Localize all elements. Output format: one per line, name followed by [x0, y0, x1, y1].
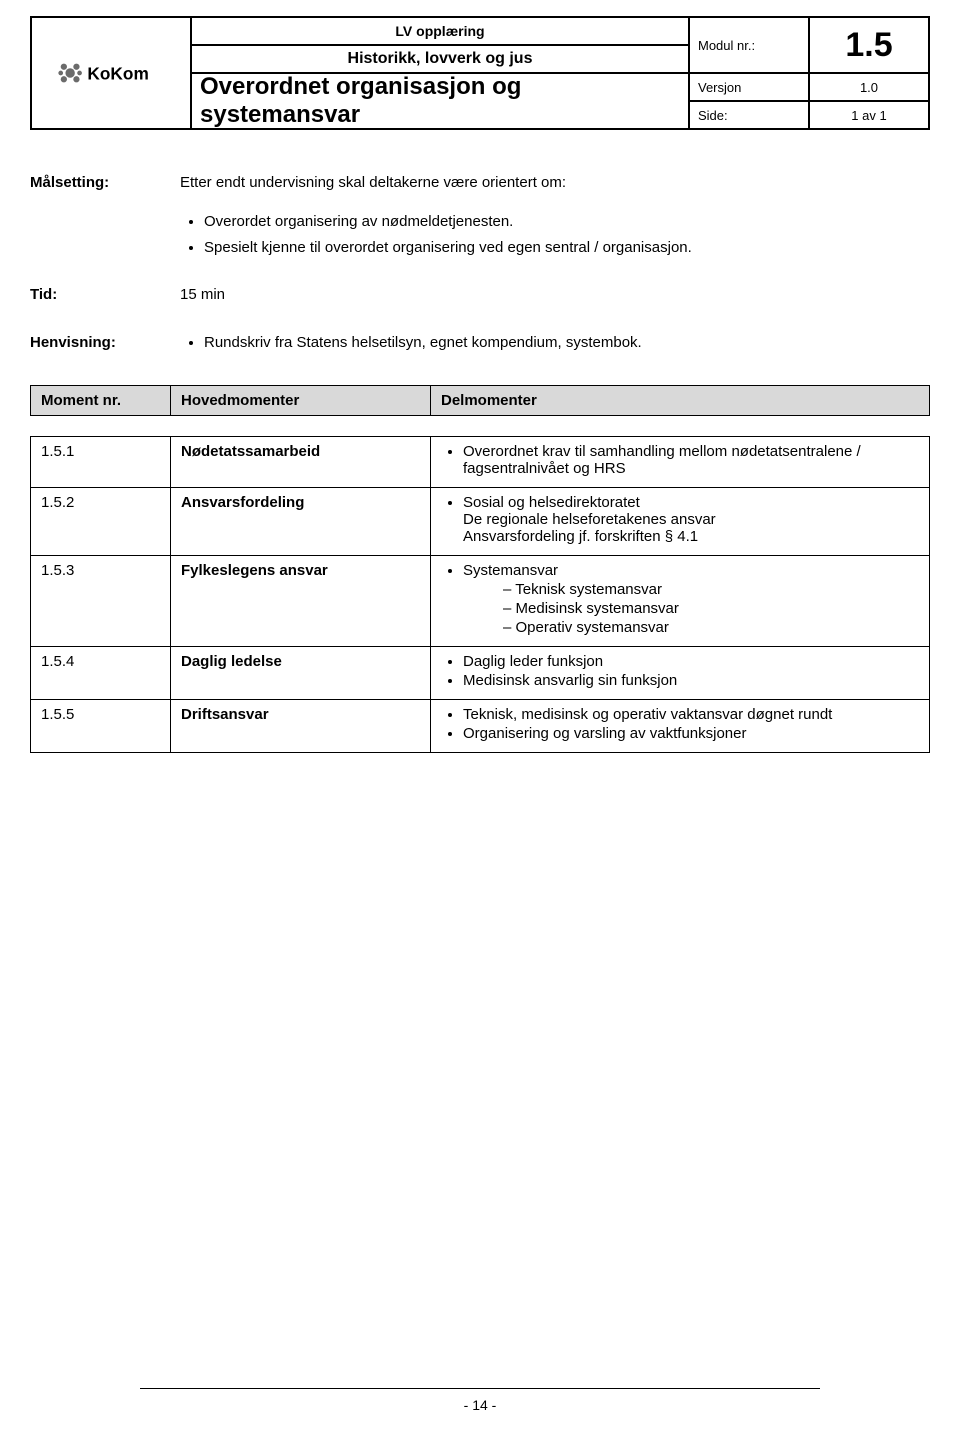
del-sub-text: De regionale helseforetakenes ansvar [463, 511, 919, 528]
table-row: 1.5.2Ansvarsfordeling Sosial og helsedire… [31, 487, 929, 555]
col-moment-nr: Moment nr. [31, 386, 171, 415]
moment-main: Daglig ledelse [171, 647, 431, 699]
table-row: 1.5.5Driftsansvar Teknisk, medisinsk og o… [31, 699, 929, 752]
moment-nr: 1.5.4 [31, 647, 171, 699]
kokom-logo-icon: KoKom [56, 53, 166, 93]
logo-cell: KoKom [31, 17, 191, 129]
del-item: Teknisk, medisinsk og operativ vaktansva… [463, 706, 919, 723]
goal-label: Målsetting: [30, 172, 180, 264]
moment-main: Nødetatssamarbeid [171, 437, 431, 487]
goal-bullet: Spesielt kjenne til overordet organiseri… [204, 237, 930, 260]
del-item: Systemansvar [463, 562, 919, 579]
moment-main: Ansvarsfordeling [171, 488, 431, 555]
header-title: Overordnet organisasjon og systemansvar [191, 73, 689, 129]
document-header: KoKom LV opplæring Historikk, lovverk og… [30, 16, 930, 130]
del-sub-text: Ansvarsfordeling jf. forskriften § 4.1 [463, 528, 919, 545]
del-item: Organisering og varsling av vaktfunksjon… [463, 725, 919, 742]
goal-bullet-list: Overordet organisering av nødmeldetjenes… [180, 211, 930, 260]
del-sub-dash: Teknisk systemansvar [503, 581, 919, 598]
moment-del: Teknisk, medisinsk og operativ vaktansva… [431, 700, 929, 752]
moment-nr: 1.5.3 [31, 556, 171, 646]
moment-del: Sosial og helsedirektoratetDe regionale … [431, 488, 929, 555]
col-delmomenter: Delmomenter [431, 386, 929, 415]
reference-bullet-list: Rundskriv fra Statens helsetilsyn, egnet… [180, 332, 930, 355]
moment-del: Systemansvar Teknisk systemansvar Medisins… [431, 556, 929, 646]
header-subject: Historikk, lovverk og jus [191, 45, 689, 73]
moment-nr: 1.5.1 [31, 437, 171, 487]
del-sub-dash: Medisinsk systemansvar [503, 600, 919, 617]
goal-bullet: Overordet organisering av nødmeldetjenes… [204, 211, 930, 234]
time-value: 15 min [180, 284, 930, 307]
header-training: LV opplæring [191, 17, 689, 45]
col-hovedmomenter: Hovedmomenter [171, 386, 431, 415]
goal-section: Målsetting: Etter endt undervisning skal… [30, 172, 930, 306]
moment-table: 1.5.1Nødetatssamarbeid Overordnet krav ti… [30, 436, 930, 753]
table-row: 1.5.3Fylkeslegens ansvar Systemansvar Tekn… [31, 555, 929, 646]
reference-label: Henvisning: [30, 332, 180, 359]
page-number: - 14 - [0, 1397, 960, 1413]
moment-del: Daglig leder funksjon Medisinsk ansvarlig… [431, 647, 929, 699]
del-item: Medisinsk ansvarlig sin funksjon [463, 672, 919, 689]
page-value: 1 av 1 [809, 101, 929, 129]
footer-rule [140, 1388, 820, 1389]
moment-nr: 1.5.5 [31, 700, 171, 752]
module-value: 1.5 [809, 17, 929, 73]
version-label: Versjon [689, 73, 809, 101]
moment-del: Overordnet krav til samhandling mellom n… [431, 437, 929, 487]
del-item: Sosial og helsedirektoratetDe regionale … [463, 494, 919, 545]
reference-bullet: Rundskriv fra Statens helsetilsyn, egnet… [204, 332, 930, 355]
table-row: 1.5.1Nødetatssamarbeid Overordnet krav ti… [31, 437, 929, 487]
del-sub-dash: Operativ systemansvar [503, 619, 919, 636]
logo-text: KoKom [87, 63, 148, 83]
moment-nr: 1.5.2 [31, 488, 171, 555]
moment-header-row: Moment nr. Hovedmomenter Delmomenter [30, 385, 930, 416]
version-value: 1.0 [809, 73, 929, 101]
module-label: Modul nr.: [689, 17, 809, 73]
page-label: Side: [689, 101, 809, 129]
moment-main: Fylkeslegens ansvar [171, 556, 431, 646]
table-row: 1.5.4Daglig ledelseDaglig leder funksjon… [31, 646, 929, 699]
del-item: Daglig leder funksjon [463, 653, 919, 670]
goal-intro: Etter endt undervisning skal deltakerne … [180, 172, 930, 195]
del-item: Overordnet krav til samhandling mellom n… [463, 443, 919, 477]
moment-main: Driftsansvar [171, 700, 431, 752]
time-label: Tid: [30, 284, 180, 307]
